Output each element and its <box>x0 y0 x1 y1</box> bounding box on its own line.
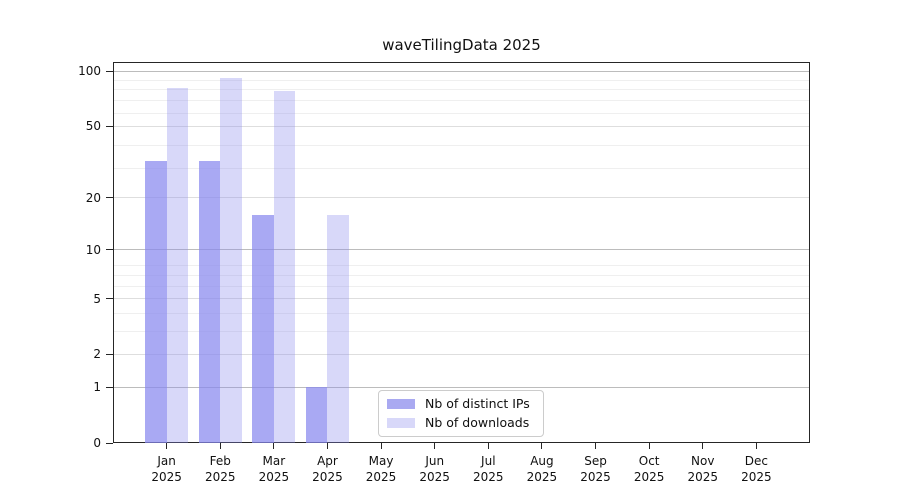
x-axis-tick <box>326 443 328 449</box>
x-axis-tick <box>434 443 436 449</box>
gridline <box>113 274 810 276</box>
legend: Nb of distinct IPs Nb of downloads <box>378 390 544 437</box>
gridline <box>113 79 810 81</box>
x-axis-tick <box>755 443 757 449</box>
y-axis-tick <box>106 442 113 444</box>
gridline <box>113 249 810 251</box>
bar-distinct-ips <box>198 161 221 443</box>
gridline <box>113 353 810 355</box>
x-axis-tick <box>595 443 597 449</box>
x-axis-month-label: Oct 2025 <box>633 454 665 484</box>
y-axis-tick-label: 2 <box>93 347 101 362</box>
plot-area <box>113 62 810 443</box>
bar-distinct-ips <box>145 161 167 443</box>
x-axis-tick <box>702 443 704 449</box>
y-axis-tick-label: 0 <box>93 436 101 450</box>
y-axis-tick <box>106 386 113 388</box>
y-axis-tick <box>106 70 113 72</box>
gridline <box>113 197 810 199</box>
x-axis-tick <box>541 443 543 449</box>
legend-swatch-distinct-ips <box>387 399 415 409</box>
gridline <box>113 112 810 114</box>
x-axis-tick <box>166 443 168 449</box>
x-axis-month-label: May 2025 <box>365 454 397 484</box>
gridline <box>113 168 810 170</box>
x-axis-month-label: Sep 2025 <box>580 454 611 484</box>
y-axis-tick-label: 100 <box>78 64 101 79</box>
y-axis-tick-label: 50 <box>85 119 101 134</box>
bar-distinct-ips <box>252 214 274 443</box>
x-axis-tick <box>219 443 221 449</box>
gridline <box>113 330 810 332</box>
y-axis-tick <box>106 249 113 251</box>
y-axis-tick <box>106 197 113 199</box>
gridline <box>113 265 810 267</box>
y-axis-tick <box>106 353 113 355</box>
bar-downloads <box>220 77 242 443</box>
legend-item-distinct-ips: Nb of distinct IPs <box>387 397 535 411</box>
x-axis-tick <box>648 443 650 449</box>
x-axis-tick <box>380 443 382 449</box>
x-axis-month-label: Aug 2025 <box>526 454 558 484</box>
gridline <box>113 100 810 102</box>
legend-item-downloads: Nb of downloads <box>387 416 535 430</box>
gridline <box>113 386 810 388</box>
legend-label-downloads: Nb of downloads <box>425 415 530 430</box>
gridline <box>113 125 810 127</box>
y-axis-tick-label: 1 <box>93 380 101 395</box>
bar-downloads <box>327 214 349 443</box>
y-axis-tick <box>106 298 113 300</box>
x-axis-month-label: Mar 2025 <box>258 454 290 484</box>
x-axis-month-label: Nov 2025 <box>687 454 719 484</box>
x-axis-month-label: Jun 2025 <box>419 454 450 484</box>
bar-downloads <box>166 87 188 443</box>
bar-downloads <box>273 90 296 443</box>
y-axis-tick-label: 5 <box>93 291 101 306</box>
x-axis-month-label: Feb 2025 <box>204 454 236 484</box>
bar-distinct-ips <box>306 387 328 443</box>
x-axis-tick <box>487 443 489 449</box>
y-axis-tick-label: 20 <box>85 190 101 205</box>
x-axis-month-label: Dec 2025 <box>741 454 772 484</box>
legend-swatch-downloads <box>387 418 415 428</box>
chart-title: waveTilingData 2025 <box>382 36 541 54</box>
x-axis-tick <box>273 443 275 449</box>
gridline <box>113 285 810 287</box>
gridline <box>113 89 810 91</box>
gridline <box>113 312 810 314</box>
gridline <box>113 70 810 72</box>
y-axis-tick <box>106 125 113 127</box>
x-axis-month-label: Apr 2025 <box>312 454 343 484</box>
y-axis-tick-label: 10 <box>85 242 101 257</box>
legend-label-distinct-ips: Nb of distinct IPs <box>425 396 530 411</box>
x-axis-month-label: Jan 2025 <box>151 454 182 484</box>
x-axis-month-label: Jul 2025 <box>473 454 504 484</box>
gridline <box>113 298 810 300</box>
gridline <box>113 145 810 147</box>
